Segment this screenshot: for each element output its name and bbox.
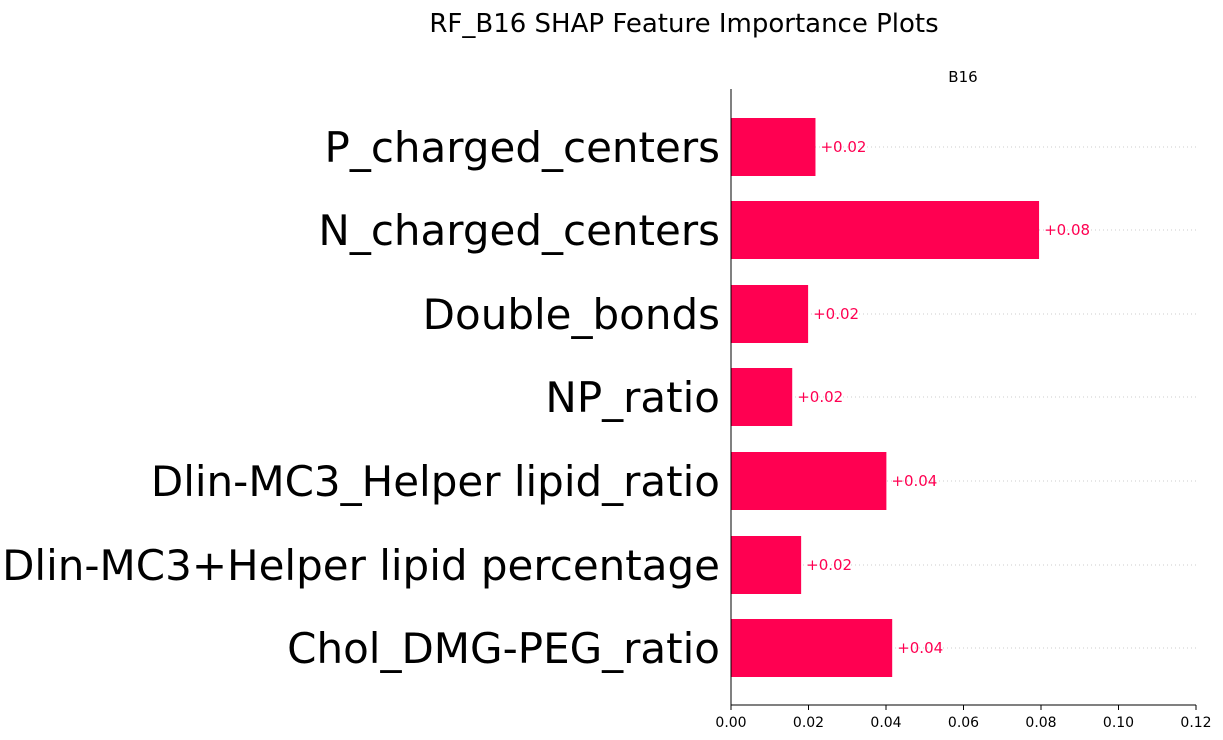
data-label: +0.04 (897, 639, 943, 657)
x-tick-label: 0.08 (1025, 715, 1056, 731)
chart-title: RF_B16 SHAP Feature Importance Plots (429, 9, 938, 39)
data-label: +0.02 (806, 556, 852, 574)
bar (731, 368, 793, 426)
bars (731, 118, 1040, 677)
bar (731, 285, 809, 343)
category-label: NP_ratio (545, 373, 720, 422)
category-label: Double_bonds (423, 290, 720, 339)
bar (731, 201, 1040, 259)
data-label: +0.02 (820, 138, 866, 156)
data-label: +0.04 (891, 472, 937, 490)
x-tick-label: 0.06 (948, 715, 979, 731)
x-tick-label: 0.02 (793, 715, 824, 731)
category-label: Chol_DMG-PEG_ratio (287, 624, 720, 673)
data-label: +0.02 (813, 305, 859, 323)
category-label: Dlin-MC3_Helper lipid_ratio (151, 457, 720, 506)
subplot-title: B16 (948, 68, 977, 86)
bar (731, 452, 887, 510)
x-tick-label: 0.10 (1103, 715, 1134, 731)
category-label: P_charged_centers (325, 123, 720, 172)
bar (731, 619, 893, 677)
category-label: N_charged_centers (318, 206, 720, 255)
x-tick-label: 0.12 (1180, 715, 1211, 731)
data-label: +0.02 (797, 388, 843, 406)
data-labels: +0.02 +0.08 +0.02 +0.02 +0.04 +0.02 +0.04 (797, 138, 1090, 657)
x-ticks: 0.00 0.02 0.04 0.06 0.08 0.10 0.12 (715, 705, 1212, 731)
data-label: +0.08 (1044, 221, 1090, 239)
bar (731, 536, 802, 594)
category-labels: P_charged_centers N_charged_centers Double… (2, 123, 720, 673)
category-label: Dlin-MC3+Helper lipid percentage (2, 541, 720, 590)
bar (731, 118, 816, 176)
x-tick-label: 0.00 (715, 715, 746, 731)
x-tick-label: 0.04 (870, 715, 901, 731)
